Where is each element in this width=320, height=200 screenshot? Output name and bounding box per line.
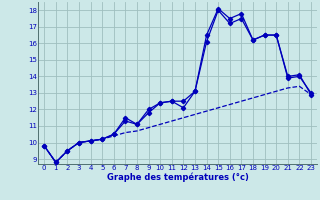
X-axis label: Graphe des températures (°c): Graphe des températures (°c) [107, 173, 249, 182]
